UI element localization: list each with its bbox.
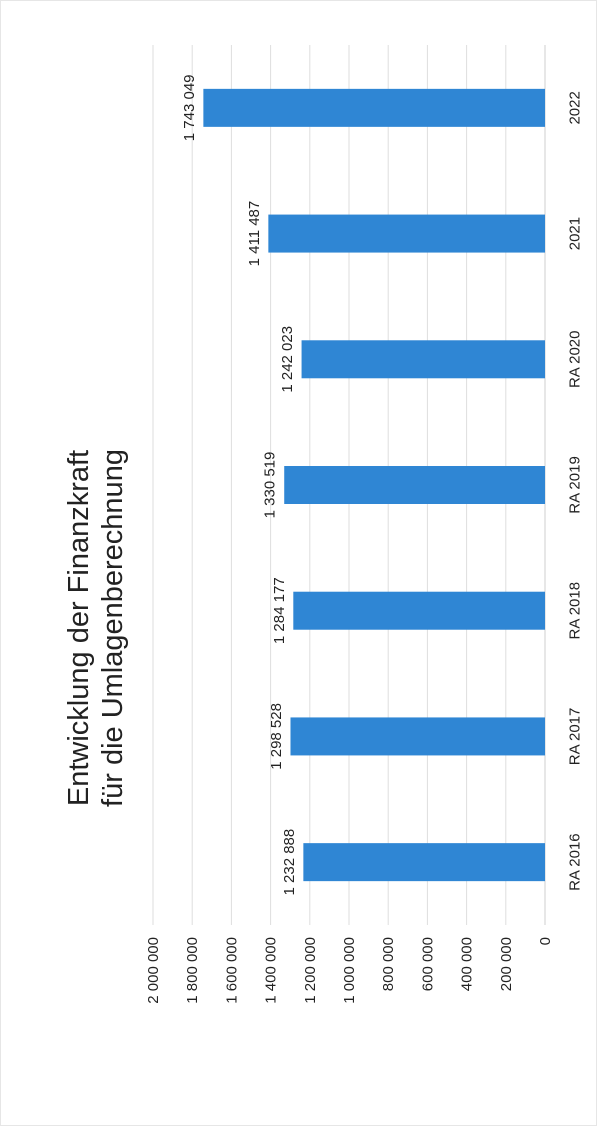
category-label: RA 2020 — [567, 331, 584, 389]
category-label: 2022 — [567, 91, 584, 124]
tick-label: 2 000 000 — [145, 937, 162, 1004]
value-label: 1 242 023 — [279, 326, 296, 393]
bars — [203, 88, 545, 882]
labels: 0 200 000 400 000 600 000 800 000 1 000 000 1 … — [145, 74, 584, 1003]
category-label: RA 2019 — [567, 456, 584, 514]
value-label: 1 284 177 — [271, 577, 288, 644]
value-label: 1 743 049 — [181, 74, 198, 141]
bar — [293, 591, 545, 630]
title-line-2: für die Umlagenberechnung — [97, 449, 129, 807]
category-label: RA 2017 — [567, 708, 584, 766]
bar — [301, 340, 545, 379]
value-label: 1 330 519 — [262, 452, 279, 519]
tick-label: 1 200 000 — [302, 937, 319, 1004]
bar — [268, 214, 545, 253]
title-line-1: Entwicklung der Finanzkraft — [63, 450, 95, 806]
value-label: 1 298 528 — [268, 703, 285, 770]
tick-label: 800 000 — [380, 937, 397, 991]
bar — [290, 717, 545, 756]
tick-label: 0 — [537, 937, 554, 945]
tick-label: 1 400 000 — [263, 937, 280, 1004]
tick-label: 1 600 000 — [223, 937, 240, 1004]
category-label: RA 2016 — [567, 833, 584, 891]
category-label: 2021 — [567, 217, 584, 250]
category-label: RA 2018 — [567, 582, 584, 640]
tick-label: 400 000 — [459, 937, 476, 991]
chart-title: Entwicklung der Finanzkraft für die Umla… — [63, 449, 129, 807]
value-label: 1 232 888 — [281, 829, 298, 896]
tick-label: 1 000 000 — [341, 937, 358, 1004]
bar — [284, 466, 545, 504]
tick-label: 600 000 — [419, 937, 436, 991]
gridlines — [152, 45, 546, 925]
bar — [203, 88, 545, 127]
value-label: 1 411 487 — [246, 201, 263, 267]
tick-label: 200 000 — [498, 937, 515, 991]
tick-label: 1 800 000 — [184, 937, 201, 1004]
bar — [303, 843, 545, 882]
